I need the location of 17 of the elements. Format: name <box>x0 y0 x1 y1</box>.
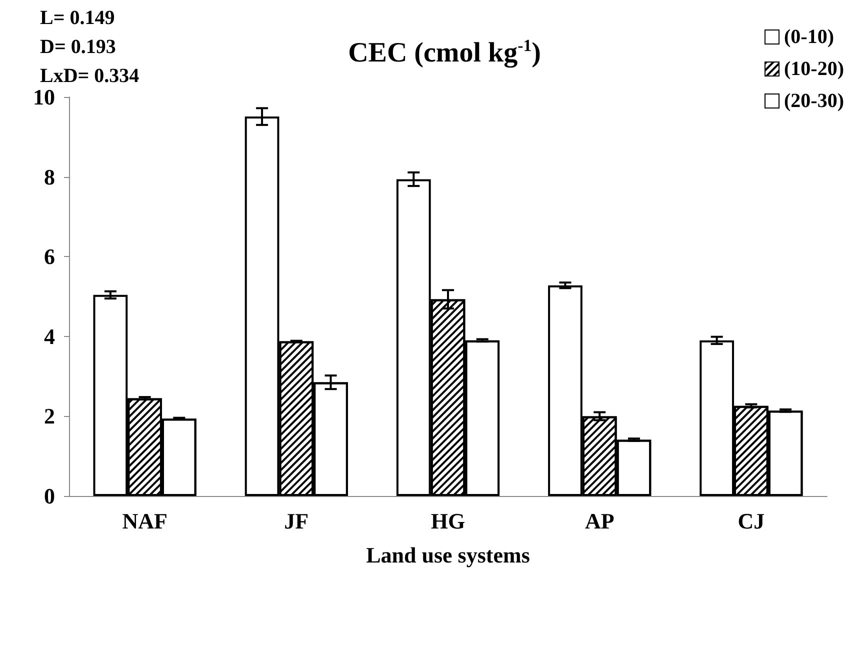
x-axis-title: Land use systems <box>366 542 530 568</box>
y-tick-label: 4 <box>44 324 55 349</box>
x-tick-label: AP <box>584 508 614 534</box>
legend-label: (10-20) <box>784 58 844 80</box>
y-tick-label: 6 <box>44 244 55 270</box>
x-tick-label: HG <box>430 508 466 534</box>
text: D= 0.193 <box>40 35 117 60</box>
y-tick-label: 0 <box>44 484 55 508</box>
legend-label: (20-30) <box>784 90 844 112</box>
y-tick-label: 8 <box>44 164 55 190</box>
x-tick-label: CJ <box>738 508 765 534</box>
y-tick-label: 2 <box>44 404 55 429</box>
x-tick-label: NAF <box>122 508 168 534</box>
text: L= 0.149 <box>40 6 116 31</box>
x-tick-label: JF <box>284 508 309 534</box>
legend-label: (0-10) <box>784 26 834 48</box>
chart-title: CEC (cmol kg$^{-1}$) <box>348 36 541 68</box>
